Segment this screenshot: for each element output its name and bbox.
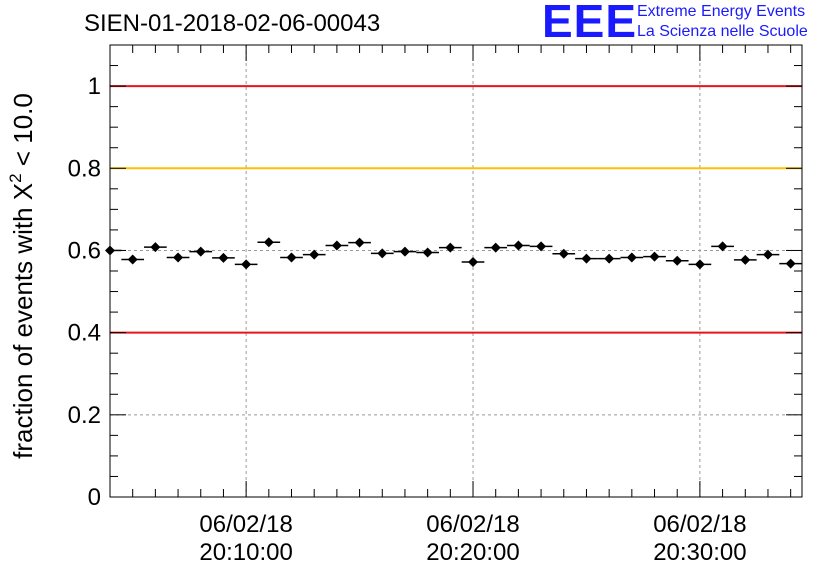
data-point bbox=[189, 246, 213, 257]
y-tick-label: 0.4 bbox=[68, 320, 101, 347]
data-point bbox=[370, 248, 394, 259]
diamond-marker bbox=[490, 242, 501, 253]
data-point bbox=[665, 255, 689, 266]
data-point bbox=[733, 254, 757, 265]
y-tick-label: 0.2 bbox=[68, 402, 101, 429]
diamond-marker bbox=[694, 259, 705, 270]
diamond-marker bbox=[218, 252, 229, 263]
data-layer bbox=[105, 237, 802, 270]
diamond-marker bbox=[173, 252, 184, 263]
y-axis-label-prefix: fraction of events with bbox=[8, 200, 38, 459]
data-point bbox=[552, 248, 576, 259]
diamond-marker bbox=[468, 256, 479, 267]
y-axis-label: fraction of events with X2 < 10.0 bbox=[6, 93, 38, 459]
y-tick-label: 0 bbox=[88, 484, 101, 511]
diamond-marker bbox=[263, 237, 274, 248]
diamond-marker bbox=[604, 253, 615, 264]
data-point bbox=[461, 256, 485, 267]
axis-layer: 00.20.40.60.8106/02/1820:10:0006/02/1820… bbox=[68, 44, 802, 566]
diamond-marker bbox=[740, 254, 751, 265]
diamond-marker bbox=[626, 252, 637, 263]
logo-line-extreme-energy-events: Extreme Energy Events bbox=[637, 3, 806, 20]
eee-logo-mark: EEE bbox=[542, 0, 638, 47]
diamond-marker bbox=[717, 241, 728, 252]
reference-lines-layer bbox=[110, 85, 802, 334]
diamond-marker bbox=[513, 240, 524, 251]
diamond-marker bbox=[399, 246, 410, 257]
data-point bbox=[393, 246, 417, 257]
x-tick-label-date: 06/02/18 bbox=[426, 511, 519, 538]
data-point bbox=[302, 249, 326, 260]
y-tick-label: 0.8 bbox=[68, 155, 101, 182]
y-tick-label: 1 bbox=[88, 73, 101, 100]
diamond-marker bbox=[785, 258, 796, 269]
diamond-marker bbox=[241, 259, 252, 270]
data-point bbox=[438, 242, 462, 253]
diamond-marker bbox=[354, 237, 365, 248]
data-point bbox=[688, 259, 712, 270]
data-point bbox=[756, 249, 780, 260]
chart-title: SIEN-01-2018-02-06-00043 bbox=[84, 10, 381, 37]
diamond-marker bbox=[286, 252, 297, 263]
data-point bbox=[416, 247, 439, 258]
data-point bbox=[575, 253, 598, 264]
data-point bbox=[280, 252, 303, 263]
y-axis-label-symbol: X bbox=[8, 183, 38, 200]
plot-frame bbox=[109, 44, 803, 498]
eee-logo: EEE Extreme Energy Events La Scienza nel… bbox=[540, 0, 830, 46]
data-point bbox=[507, 240, 530, 251]
x-tick-label-date: 06/02/18 bbox=[653, 511, 746, 538]
data-point bbox=[144, 242, 167, 253]
diamond-marker bbox=[672, 255, 683, 266]
y-axis-label-suffix: < 10.0 bbox=[8, 93, 38, 173]
diamond-marker bbox=[649, 251, 660, 262]
diamond-marker bbox=[536, 241, 547, 252]
diamond-marker bbox=[309, 249, 320, 260]
diamond-marker bbox=[195, 246, 206, 257]
data-point bbox=[711, 241, 734, 252]
data-point bbox=[643, 251, 666, 262]
diamond-marker bbox=[331, 240, 342, 251]
x-tick-label-time: 20:20:00 bbox=[426, 539, 519, 566]
y-tick-label: 0.6 bbox=[68, 237, 101, 264]
diamond-marker bbox=[422, 247, 433, 258]
data-point bbox=[529, 241, 553, 252]
data-point bbox=[348, 237, 371, 248]
diamond-marker bbox=[558, 248, 569, 259]
data-point bbox=[234, 259, 258, 270]
data-point bbox=[484, 242, 508, 253]
logo-line-la-scienza: La Scienza nelle Scuole bbox=[637, 23, 808, 40]
data-point bbox=[597, 253, 621, 264]
data-point bbox=[620, 252, 644, 263]
data-point bbox=[257, 237, 281, 248]
diamond-marker bbox=[150, 242, 161, 253]
data-point bbox=[325, 240, 349, 251]
data-point bbox=[212, 252, 235, 263]
diamond-marker bbox=[127, 254, 138, 265]
diamond-marker bbox=[581, 253, 592, 264]
data-point bbox=[121, 254, 145, 265]
data-point bbox=[166, 252, 190, 263]
data-point bbox=[779, 258, 802, 269]
grid-layer bbox=[110, 45, 802, 497]
diamond-marker bbox=[762, 249, 773, 260]
x-tick-label-time: 20:10:00 bbox=[199, 539, 292, 566]
y-axis-label-superscript: 2 bbox=[6, 173, 25, 182]
diamond-marker bbox=[445, 242, 456, 253]
diamond-marker bbox=[377, 248, 388, 259]
x-tick-label-time: 20:30:00 bbox=[653, 539, 746, 566]
x-tick-label-date: 06/02/18 bbox=[199, 511, 292, 538]
